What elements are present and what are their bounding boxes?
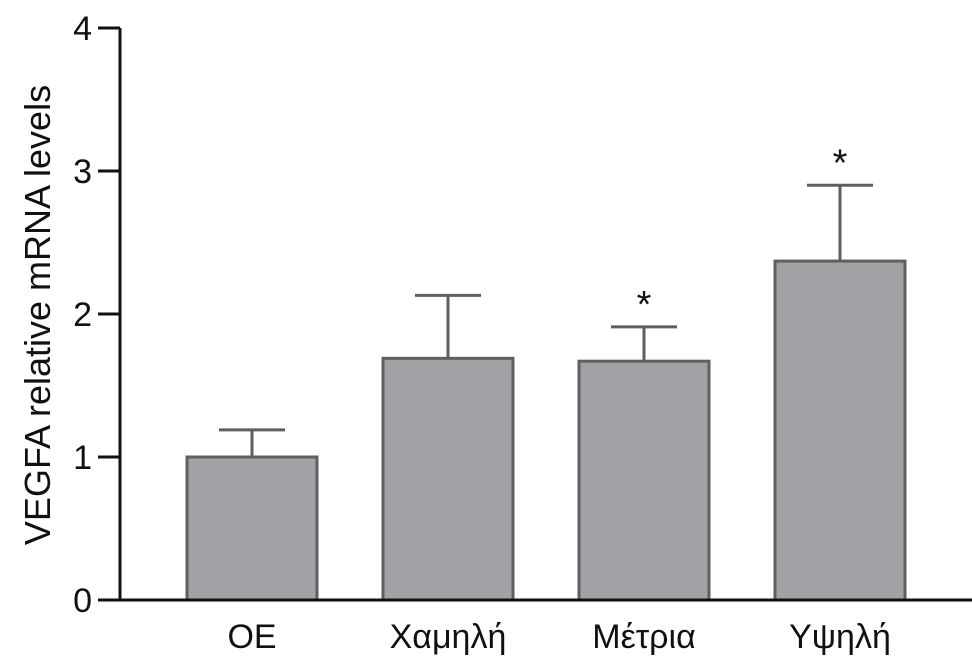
x-tick-label-2: Μέτρια [592, 618, 695, 656]
bar-0 [185, 455, 319, 602]
significance-marker-3: * [833, 142, 848, 184]
bar-1 [381, 356, 515, 602]
x-tick-label-0: OE [227, 618, 276, 656]
y-tick-label-4: 4 [73, 10, 92, 48]
significance-marker-2: * [637, 284, 652, 326]
bar-3 [773, 259, 907, 602]
y-axis-title: VEGFA relative mRNA levels [17, 85, 58, 545]
y-tick-label-0: 0 [73, 582, 92, 620]
y-tick-label-1: 1 [73, 439, 92, 477]
y-tick-label-2: 2 [73, 296, 92, 334]
y-tick-label-3: 3 [73, 153, 92, 191]
x-tick-label-3: Υψηλή [789, 618, 891, 656]
x-tick-label-1: Χαμηλή [390, 618, 507, 656]
bar-2 [577, 359, 711, 602]
